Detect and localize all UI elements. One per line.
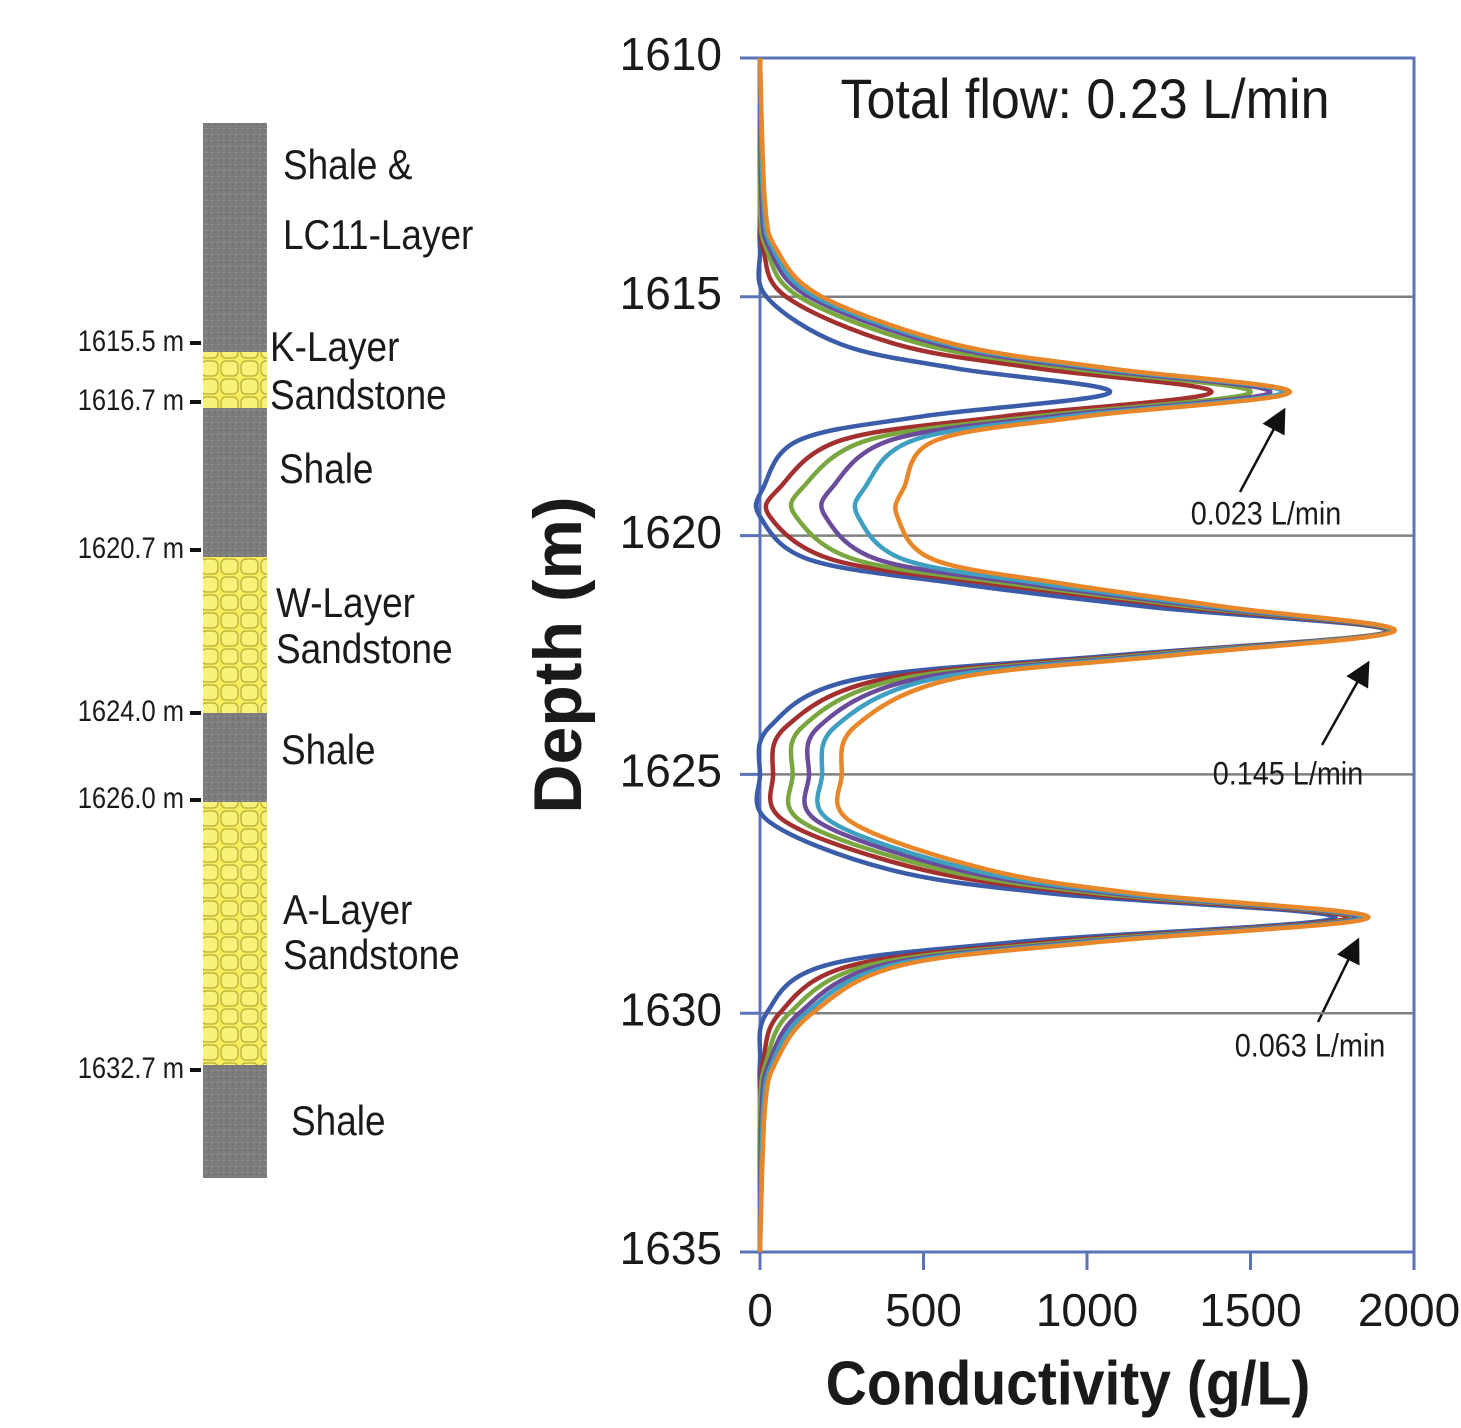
series-line (757, 57, 1392, 1253)
y-tick-label: 1620 (620, 506, 722, 558)
x-tick-label: 1000 (1036, 1284, 1138, 1336)
annotation: 0.063 L/min (1235, 1028, 1385, 1064)
x-tick-label: 1500 (1199, 1284, 1301, 1336)
x-tick-label: 0 (747, 1284, 773, 1336)
shale-layer (203, 408, 267, 557)
boundary-label: 1620.7 m (78, 531, 184, 564)
layer-label: Sandstone (283, 932, 460, 979)
layer-label: W-Layer (276, 580, 415, 627)
shale-layer (203, 1065, 267, 1178)
y-tick-label: 1630 (620, 983, 722, 1035)
layer-label: Shale (279, 446, 374, 493)
y-tick-label: 1625 (620, 745, 722, 797)
layer-label: Shale & (283, 142, 412, 189)
boundary-label: 1632.7 m (78, 1051, 184, 1084)
x-tick-label: 2000 (1358, 1284, 1460, 1336)
y-tick-label: 1615 (620, 267, 722, 319)
series-line (757, 57, 1396, 1253)
plot-frame (758, 56, 1416, 1254)
layer-label: Shale (291, 1098, 386, 1145)
annotation: 0.145 L/min (1213, 756, 1363, 792)
boundary-label: 1615.5 m (78, 324, 184, 357)
layer-label: LC11-Layer (283, 212, 473, 259)
shale-layer (203, 123, 267, 352)
layer-label: Sandstone (276, 626, 453, 673)
shale-layer (203, 713, 267, 802)
y-tick-label: 1635 (620, 1222, 722, 1274)
boundary-label: 1616.7 m (78, 383, 184, 416)
arrow (1316, 937, 1360, 1023)
y-tick-label: 1610 (620, 28, 722, 80)
series-line (753, 57, 1391, 1252)
layer-label: Sandstone (270, 372, 447, 419)
annotations (1238, 407, 1370, 1023)
annotation: 0.023 L/min (1191, 496, 1341, 532)
boundary-label: 1626.0 m (78, 781, 184, 814)
layer-label: K-Layer (270, 324, 399, 371)
sandstone-layer (203, 352, 267, 408)
y-axis-title: Depth (m) (520, 496, 596, 813)
sandstone-layer (203, 802, 267, 1065)
x-tick-label: 500 (885, 1284, 962, 1336)
layer-label: A-Layer (283, 887, 412, 934)
series-line (757, 57, 1396, 1253)
arrow (1238, 407, 1286, 493)
x-axis-title: Conductivity (g/L) (826, 1348, 1311, 1418)
series-line (757, 57, 1394, 1253)
stratigraphic-column (203, 123, 267, 1178)
series-line (757, 57, 1397, 1253)
arrow (1320, 660, 1370, 746)
layer-label: Shale (281, 727, 376, 774)
sandstone-layer (203, 557, 267, 713)
boundary-label: 1624.0 m (78, 694, 184, 727)
chart-title: Total flow: 0.23 L/min (840, 68, 1329, 130)
